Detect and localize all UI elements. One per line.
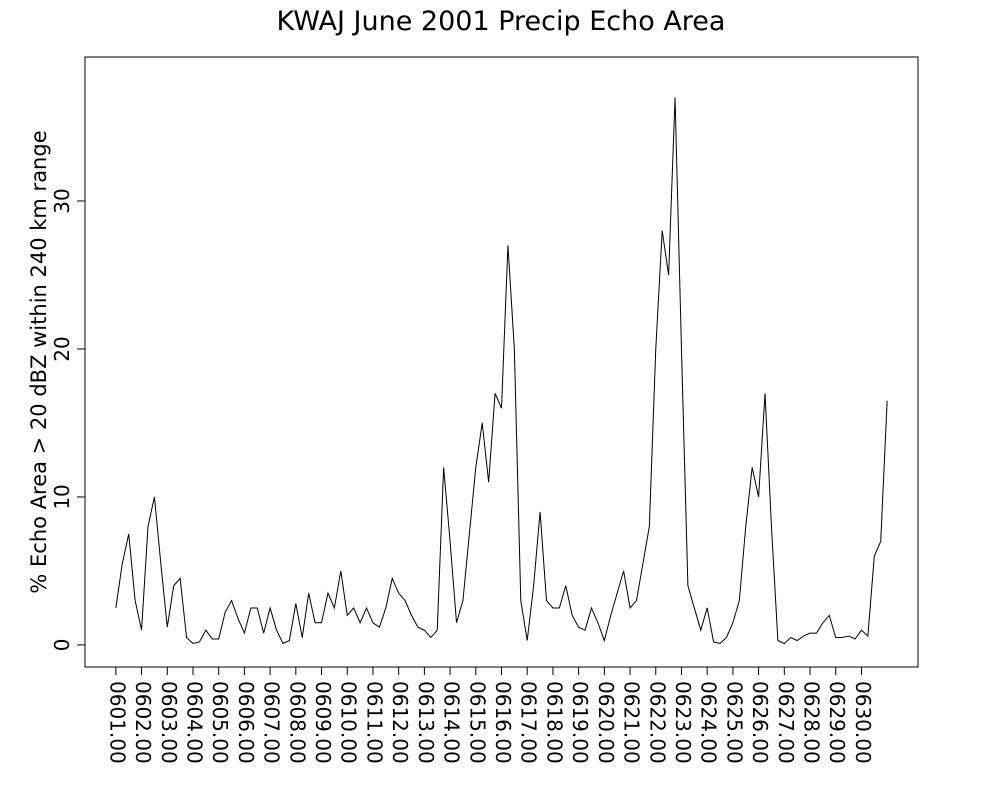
x-tick-label: 0628.00 bbox=[800, 681, 824, 764]
plot-frame bbox=[84, 56, 919, 668]
x-tick-label: 0625.00 bbox=[722, 681, 746, 764]
x-tick-label: 0613.00 bbox=[414, 681, 438, 764]
x-tick-label: 0611.00 bbox=[362, 681, 386, 764]
x-tick-label: 0617.00 bbox=[517, 681, 541, 764]
x-tick-label: 0630.00 bbox=[851, 681, 875, 764]
x-tick-label: 0606.00 bbox=[234, 681, 258, 764]
x-tick-label: 0610.00 bbox=[337, 681, 361, 764]
x-tick-label: 0626.00 bbox=[748, 681, 772, 764]
x-tick-label: 0621.00 bbox=[620, 681, 644, 764]
x-tick-label: 0601.00 bbox=[105, 681, 129, 764]
x-tick-label: 0605.00 bbox=[208, 681, 232, 764]
x-tick-label: 0624.00 bbox=[697, 681, 721, 764]
chart-title: KWAJ June 2001 Precip Echo Area bbox=[277, 6, 726, 37]
x-tick-label: 0612.00 bbox=[388, 681, 412, 764]
x-tick-label: 0609.00 bbox=[311, 681, 335, 764]
x-tick-label: 0622.00 bbox=[645, 681, 669, 764]
x-tick-label: 0608.00 bbox=[285, 681, 309, 764]
x-tick-label: 0623.00 bbox=[671, 681, 695, 764]
x-tick-label: 0602.00 bbox=[131, 681, 155, 764]
line bbox=[115, 97, 888, 645]
x-tick-label: 0604.00 bbox=[182, 681, 206, 764]
y-axis-label: % Echo Area > 20 dBZ within 240 km range bbox=[27, 130, 51, 593]
y-tick-label: 20 bbox=[50, 336, 74, 361]
x-tick-label: 0620.00 bbox=[594, 681, 618, 764]
y-tick-label: 0 bbox=[50, 639, 74, 652]
x-tick-label: 0618.00 bbox=[542, 681, 566, 764]
x-tick-label: 0615.00 bbox=[465, 681, 489, 764]
x-tick-label: 0603.00 bbox=[157, 681, 181, 764]
x-tick-label: 0616.00 bbox=[491, 681, 515, 764]
x-tick-label: 0607.00 bbox=[260, 681, 284, 764]
y-tick-label: 30 bbox=[50, 188, 74, 213]
x-tick-label: 0619.00 bbox=[568, 681, 592, 764]
x-tick-label: 0629.00 bbox=[825, 681, 849, 764]
x-tick-label: 0627.00 bbox=[774, 681, 798, 764]
y-tick-label: 10 bbox=[50, 484, 74, 509]
x-tick-label: 0614.00 bbox=[440, 681, 464, 764]
